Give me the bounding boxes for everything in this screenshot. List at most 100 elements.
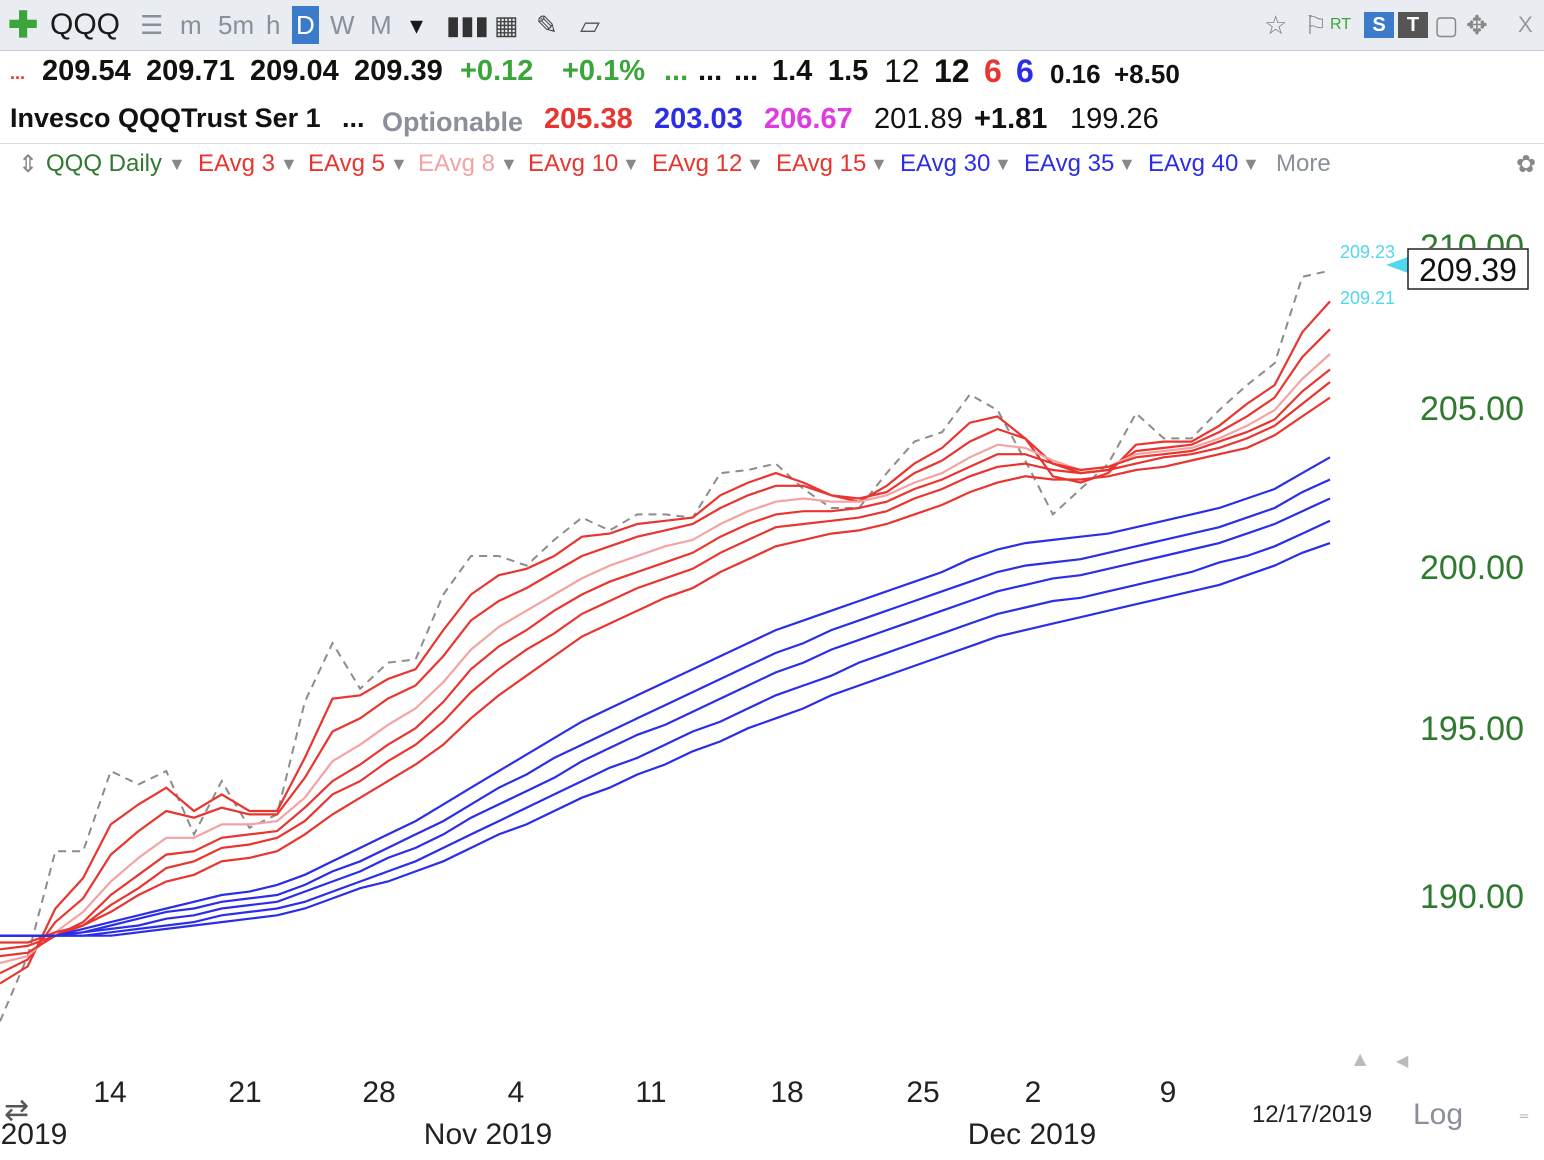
timeframe-hour[interactable]: h [266, 10, 281, 40]
series-line-eavg-5 [0, 328, 1331, 975]
cursor-date-label: 12/17/2019 [1252, 1101, 1372, 1128]
price-chart[interactable]: 210.00 205.00 200.00 195.00 190.00 209.2… [0, 186, 1544, 1160]
info-p3: 206.67 [764, 103, 853, 135]
info-p1: 205.38 [544, 103, 633, 135]
t-icon[interactable]: T [1398, 12, 1428, 38]
collapse-icon[interactable]: ‗ [1519, 1099, 1529, 1119]
series-line-eavg-50 [0, 542, 1331, 937]
x-tick-label: 21 [228, 1076, 261, 1109]
quote-dots-1: ... [664, 55, 689, 87]
s-icon[interactable]: S [1364, 12, 1394, 38]
scroll-up-icon[interactable]: ▲ [1354, 1049, 1367, 1068]
legend-chart-name[interactable]: QQQ Daily [46, 150, 163, 177]
info-p5: +1.81 [974, 103, 1048, 135]
legend-eavg-15[interactable]: EAvg 15 [776, 150, 867, 177]
log-scale-toggle[interactable]: Log [1413, 1098, 1463, 1131]
info-p4: 201.89 [874, 103, 963, 135]
quote-v5: 6 [984, 53, 1002, 89]
quote-low: 209.04 [250, 55, 339, 87]
timeframe-daily[interactable]: D [292, 6, 319, 44]
x-axis: 14 21 28 4 11 18 25 2 9 2019 Nov 2019 De… [1, 1076, 1177, 1151]
info-dots: ... [342, 103, 365, 133]
quote-v1: 1.4 [772, 55, 813, 87]
x-tick-label: 18 [770, 1076, 803, 1109]
timeframe-5min[interactable]: 5m [218, 10, 255, 40]
chevron-down-icon[interactable]: ▼ [390, 154, 408, 174]
legend-eavg-3[interactable]: EAvg 3 [198, 150, 275, 177]
quote-v8: +8.50 [1114, 59, 1180, 89]
y-tick-label: 195.00 [1420, 710, 1524, 748]
series-line-eavg-3 [0, 300, 1331, 985]
chevron-down-icon[interactable]: ▼ [1242, 154, 1260, 174]
x-tick-label: 11 [635, 1076, 666, 1109]
series-line-eavg-40 [0, 497, 1331, 937]
legend-eavg-35[interactable]: EAvg 35 [1024, 150, 1115, 177]
quote-change-pct: +0.1% [562, 55, 646, 87]
series-line-eavg-35 [0, 478, 1331, 937]
series-line-eavg-15 [0, 396, 1331, 944]
chevron-down-icon[interactable]: ▼ [1118, 154, 1136, 174]
timeframe-monthly[interactable]: M [370, 10, 392, 40]
last-price-tag: 209.39 [1419, 252, 1517, 288]
move-icon[interactable]: ✥ [1466, 10, 1488, 40]
y-tick-label-partial: 210.00 [1420, 228, 1524, 266]
legend-eavg-8[interactable]: EAvg 8 [418, 150, 495, 177]
rt-icon[interactable]: RT [1330, 16, 1352, 33]
series-line-eavg-10 [0, 368, 1331, 958]
quote-v7: 0.16 [1050, 59, 1101, 89]
save-icon[interactable]: ▢ [1434, 10, 1459, 40]
quote-row: ... 209.54 209.71 209.04 209.39 +0.12 +0… [0, 53, 1544, 97]
timeframe-minute[interactable]: m [180, 10, 202, 40]
quote-change: +0.12 [460, 55, 534, 87]
x-tick-label: 28 [362, 1076, 395, 1109]
legend-eavg-30[interactable]: EAvg 30 [900, 150, 991, 177]
timeframe-weekly[interactable]: W [330, 10, 355, 40]
legend-eavg-12[interactable]: EAvg 12 [652, 150, 743, 177]
symbol-field[interactable]: QQQ [50, 8, 121, 41]
series-line-eavg-12 [0, 381, 1331, 951]
chevron-down-icon[interactable]: ▼ [622, 154, 640, 174]
series-line-qqq-daily [0, 269, 1331, 1022]
chevron-down-icon[interactable]: ▼ [500, 154, 518, 174]
series-line-eavg-45 [0, 519, 1331, 937]
quote-dots-left: ... [10, 63, 26, 83]
legend-more[interactable]: More [1276, 150, 1331, 177]
y-tick-label: 190.00 [1420, 878, 1524, 916]
y-tick-label: 200.00 [1420, 549, 1524, 587]
legend-eavg-40[interactable]: EAvg 40 [1148, 150, 1239, 177]
scroll-left-icon[interactable]: ◀ [1396, 1051, 1409, 1070]
last-price-tag-box [1407, 248, 1529, 290]
draw-icon[interactable]: ✎ [536, 10, 558, 40]
info-row: Invesco QQQTrust Ser 1 ... Optionable 20… [0, 103, 1544, 144]
cyan-price-lo: 209.21 [1340, 288, 1395, 308]
y-tick-label: 205.00 [1420, 390, 1524, 428]
chart-toolbar: ✚ QQQ ☰ m 5m h D W M ▾ ▮▮▮ ▦ ✎ ▱ ☆ ⚐ RT … [0, 0, 1544, 51]
palette-icon[interactable]: ✿ [1516, 151, 1537, 178]
flag-icon[interactable]: ⚐ [1304, 10, 1328, 40]
chevron-down-icon[interactable]: ▼ [280, 154, 298, 174]
star-icon[interactable]: ☆ [1264, 10, 1288, 40]
refresh-icon[interactable]: ⇄ [4, 1093, 29, 1128]
note-icon[interactable]: ▱ [580, 10, 600, 40]
list-icon[interactable]: ☰ [140, 10, 164, 40]
dropdown-icon[interactable]: ▾ [410, 10, 424, 40]
chevron-down-icon[interactable]: ▼ [870, 154, 888, 174]
add-symbol-icon[interactable]: ✚ [8, 4, 39, 45]
series-layer [0, 269, 1331, 1022]
legend-eavg-10[interactable]: EAvg 10 [528, 150, 619, 177]
quote-dots-2: ... [698, 55, 723, 87]
sort-icon[interactable]: ⇕ [18, 151, 39, 178]
month-label: Dec 2019 [968, 1118, 1096, 1151]
bar-chart-icon[interactable]: ▮▮▮ [446, 10, 489, 40]
info-p2: 203.03 [654, 103, 743, 135]
security-name: Invesco QQQTrust Ser 1 [10, 103, 321, 133]
calendar-icon[interactable]: ▦ [494, 10, 519, 40]
chevron-down-icon[interactable]: ▼ [168, 154, 186, 174]
close-icon[interactable]: X [1518, 12, 1533, 37]
legend-eavg-5[interactable]: EAvg 5 [308, 150, 385, 177]
quote-dots-3: ... [734, 55, 759, 87]
chevron-down-icon[interactable]: ▼ [746, 154, 764, 174]
x-tick-label: 2 [1025, 1076, 1042, 1109]
chevron-down-icon[interactable]: ▼ [994, 154, 1012, 174]
info-p6: 199.26 [1070, 103, 1159, 135]
